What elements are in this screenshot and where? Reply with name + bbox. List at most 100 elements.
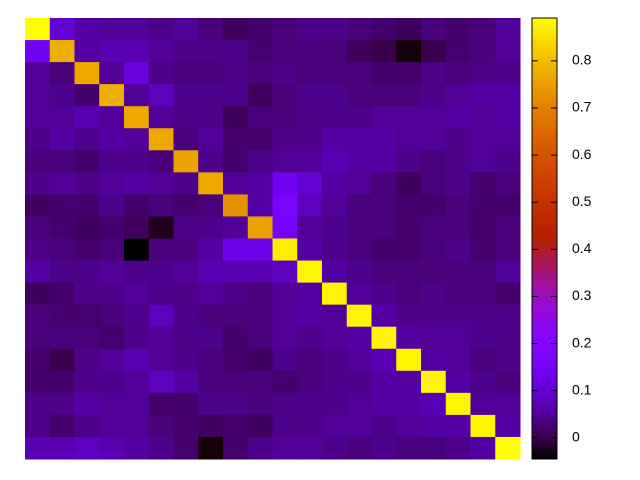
heatmap-cell <box>25 194 51 217</box>
heatmap-cell <box>99 216 125 239</box>
heatmap-cell <box>49 414 75 438</box>
heatmap-cell <box>396 238 422 262</box>
heatmap-cell <box>124 370 150 394</box>
heatmap-cell <box>99 370 125 394</box>
heatmap-cell <box>148 260 174 284</box>
heatmap-cell <box>173 238 199 262</box>
heatmap-cell <box>322 150 348 173</box>
heatmap-cell <box>421 414 447 438</box>
heatmap-cell <box>148 282 174 306</box>
heatmap-cell <box>322 106 348 129</box>
heatmap-cell <box>198 282 224 306</box>
heatmap-cell <box>223 436 249 460</box>
heatmap-cell <box>322 436 348 460</box>
heatmap-cell <box>198 84 224 107</box>
heatmap-cell <box>124 282 150 306</box>
heatmap-cell <box>421 436 447 460</box>
heatmap-cell <box>495 216 521 239</box>
heatmap-cell <box>25 18 51 41</box>
heatmap-cell <box>173 370 199 394</box>
heatmap-cell <box>148 84 174 107</box>
heatmap-cell <box>148 238 174 262</box>
heatmap-cell <box>223 326 249 350</box>
heatmap-cell <box>223 238 249 262</box>
heatmap-cell <box>74 150 100 173</box>
heatmap-cell <box>346 238 372 262</box>
heatmap-cell <box>272 40 298 63</box>
heatmap-cell <box>297 414 323 438</box>
heatmap-cell <box>25 260 51 284</box>
heatmap-cell <box>272 348 298 372</box>
heatmap-cell <box>297 370 323 394</box>
heatmap-cell <box>272 414 298 438</box>
colorbar-tick-label: 0.2 <box>572 334 592 350</box>
heatmap-cell <box>148 194 174 217</box>
heatmap-cell <box>25 348 51 372</box>
heatmap-cell <box>272 216 298 239</box>
heatmap-cell <box>297 260 323 284</box>
heatmap-cell <box>74 172 100 195</box>
heatmap-cell <box>322 392 348 416</box>
heatmap-cell <box>173 40 199 63</box>
heatmap-cell <box>445 194 471 217</box>
heatmap-cell <box>371 392 397 416</box>
heatmap-cell <box>322 62 348 85</box>
heatmap-cell <box>198 106 224 129</box>
heatmap-cell <box>371 128 397 151</box>
heatmap-cell <box>371 414 397 438</box>
heatmap-cell <box>223 40 249 63</box>
heatmap-cell <box>346 370 372 394</box>
heatmap-cell <box>148 150 174 173</box>
heatmap-cell <box>148 392 174 416</box>
heatmap-cell <box>247 150 273 173</box>
heatmap-cell <box>49 392 75 416</box>
heatmap-cell <box>74 414 100 438</box>
heatmap-cell <box>445 40 471 63</box>
heatmap-cell <box>445 392 471 416</box>
heatmap-cell <box>223 106 249 129</box>
heatmap-cell <box>495 62 521 85</box>
heatmap-cell <box>421 282 447 306</box>
heatmap-cell <box>198 348 224 372</box>
heatmap-cell <box>74 238 100 262</box>
heatmap-cell <box>396 40 422 63</box>
heatmap-cell <box>421 18 447 41</box>
heatmap-cell <box>74 40 100 63</box>
heatmap-cell <box>322 216 348 239</box>
heatmap-cell <box>445 260 471 284</box>
heatmap-cell <box>371 370 397 394</box>
heatmap-cell <box>148 348 174 372</box>
heatmap-cell <box>495 84 521 107</box>
heatmap-cell <box>470 150 496 173</box>
heatmap-cell <box>223 392 249 416</box>
heatmap-cell <box>223 18 249 41</box>
heatmap-cell <box>346 436 372 460</box>
heatmap-cell <box>124 106 150 129</box>
heatmap-cell <box>470 172 496 195</box>
heatmap-cell <box>49 238 75 262</box>
heatmap-cell <box>421 84 447 107</box>
heatmap-cell <box>470 282 496 306</box>
heatmap-cell <box>445 84 471 107</box>
heatmap-cell <box>470 414 496 438</box>
heatmap-cell <box>396 172 422 195</box>
heatmap-cell <box>148 172 174 195</box>
heatmap-cell <box>371 326 397 350</box>
heatmap-cell <box>173 18 199 41</box>
heatmap-cell <box>322 414 348 438</box>
heatmap-cell <box>173 194 199 217</box>
heatmap-cell <box>495 282 521 306</box>
heatmap-cell <box>272 436 298 460</box>
heatmap-cell <box>74 84 100 107</box>
heatmap-cell <box>495 304 521 328</box>
heatmap-cell <box>74 260 100 284</box>
heatmap-cell <box>396 106 422 129</box>
heatmap-cell <box>346 260 372 284</box>
heatmap-cell <box>223 216 249 239</box>
heatmap-cell <box>74 62 100 85</box>
heatmap-cell <box>346 216 372 239</box>
heatmap-cell <box>25 128 51 151</box>
heatmap-cell <box>49 348 75 372</box>
heatmap-cell <box>297 326 323 350</box>
heatmap-cell <box>495 260 521 284</box>
